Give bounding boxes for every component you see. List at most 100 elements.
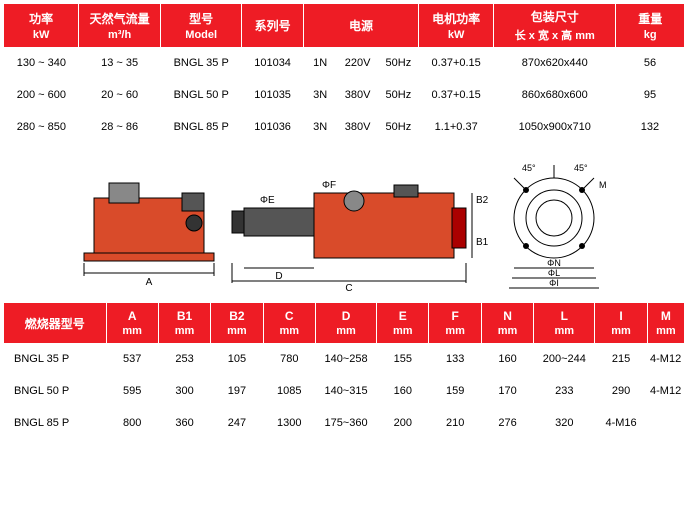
cell-series: 101036	[242, 111, 303, 143]
cell-model: BNGL 50 P	[4, 375, 106, 407]
cell-A: 595	[106, 375, 158, 407]
cell-gas: 20 ~ 60	[79, 79, 161, 111]
dim-B1-label: B1	[476, 237, 489, 248]
cell-F: 159	[429, 375, 481, 407]
cell-I: 215	[595, 343, 647, 375]
cell-model: BNGL 85 P	[160, 111, 242, 143]
cell-C: 1300	[263, 407, 315, 439]
cell-A: 800	[106, 407, 158, 439]
cell-p1: 3N	[303, 79, 337, 111]
hdr-power: 功率kW	[4, 4, 79, 47]
cell-M	[647, 407, 684, 439]
cell-B2: 247	[211, 407, 263, 439]
cell-gas: 13 ~ 35	[79, 47, 161, 79]
cell-p2: 220V	[337, 47, 378, 79]
cell-pack: 1050x900x710	[494, 111, 616, 143]
cell-D: 140~258	[315, 343, 376, 375]
hdr-C: Cmm	[263, 303, 315, 343]
spec-table-1: 功率kW 天然气流量m³/h 型号Model 系列号 电源 电机功率kW 包装尺…	[4, 4, 684, 143]
hdr-series: 系列号	[242, 4, 303, 47]
hdr-E: Emm	[377, 303, 429, 343]
cell-M: 4-M12	[647, 375, 684, 407]
dim-E-label: ΦE	[260, 195, 275, 206]
hdr-pack: 包装尺寸长 x 宽 x 高 mm	[494, 4, 616, 47]
hdr-power-supply: 电源	[303, 4, 419, 47]
cell-pack: 860x680x600	[494, 79, 616, 111]
cell-I: 290	[595, 375, 647, 407]
diagram-flange-view: 45° 45° M ΦN ΦL ΦI	[509, 163, 607, 288]
hdr-F: Fmm	[429, 303, 481, 343]
cell-wt: 95	[616, 79, 684, 111]
cell-B1: 253	[158, 343, 210, 375]
cell-series: 101034	[242, 47, 303, 79]
cell-F: 133	[429, 343, 481, 375]
dim-ang2-label: 45°	[574, 163, 588, 173]
dim-I-label: ΦI	[549, 278, 559, 288]
cell-p2: 380V	[337, 79, 378, 111]
cell-B1: 360	[158, 407, 210, 439]
cell-motor: 0.37+0.15	[419, 79, 494, 111]
dimension-diagram: A D C ΦE ΦF B2 B1 45°	[4, 143, 684, 303]
dim-C-label: C	[345, 283, 352, 293]
cell-D: 140~315	[315, 375, 376, 407]
hdr-B2: B2mm	[211, 303, 263, 343]
cell-L: 320	[534, 407, 595, 439]
cell-E: 155	[377, 343, 429, 375]
hdr-motor: 电机功率kW	[419, 4, 494, 47]
cell-B2: 197	[211, 375, 263, 407]
cell-gas: 28 ~ 86	[79, 111, 161, 143]
table-row: BNGL 35 P537253105780140~258155133160200…	[4, 343, 684, 375]
cell-B1: 300	[158, 375, 210, 407]
cell-model: BNGL 85 P	[4, 407, 106, 439]
cell-N: 276	[481, 407, 533, 439]
hdr-gas: 天然气流量m³/h	[79, 4, 161, 47]
table-row: BNGL 50 P5953001971085140~31516015917023…	[4, 375, 684, 407]
cell-D: 175~360	[315, 407, 376, 439]
cell-F: 210	[429, 407, 481, 439]
hdr-I: Imm	[595, 303, 647, 343]
cell-M: 4-M12	[647, 343, 684, 375]
dim-M-label: M	[599, 180, 607, 190]
diagram-side-view: A	[84, 183, 214, 288]
table-row: 200 ~ 60020 ~ 60BNGL 50 P1010353N380V50H…	[4, 79, 684, 111]
dim-F-label: ΦF	[322, 180, 336, 191]
hdr-model: 型号Model	[160, 4, 242, 47]
cell-power: 200 ~ 600	[4, 79, 79, 111]
table-row: 130 ~ 34013 ~ 35BNGL 35 P1010341N220V50H…	[4, 47, 684, 79]
dim-B2-label: B2	[476, 195, 489, 206]
hdr-D: Dmm	[315, 303, 376, 343]
diagram-front-view: D C ΦE ΦF B2 B1	[232, 180, 489, 293]
cell-L: 200~244	[534, 343, 595, 375]
cell-L: 233	[534, 375, 595, 407]
cell-motor: 1.1+0.37	[419, 111, 494, 143]
cell-power: 130 ~ 340	[4, 47, 79, 79]
hdr-B1: B1mm	[158, 303, 210, 343]
hdr-N: Nmm	[481, 303, 533, 343]
cell-p1: 3N	[303, 111, 337, 143]
cell-wt: 56	[616, 47, 684, 79]
dim-L-label: ΦL	[548, 268, 560, 278]
dim-A-label: A	[146, 277, 153, 288]
dim-N-label: ΦN	[547, 258, 561, 268]
hdr-L: Lmm	[534, 303, 595, 343]
cell-model: BNGL 35 P	[4, 343, 106, 375]
cell-p1: 1N	[303, 47, 337, 79]
header-row: 功率kW 天然气流量m³/h 型号Model 系列号 电源 电机功率kW 包装尺…	[4, 4, 684, 47]
cell-p2: 380V	[337, 111, 378, 143]
hdr-burner-model: 燃烧器型号	[4, 303, 106, 343]
cell-B2: 105	[211, 343, 263, 375]
cell-motor: 0.37+0.15	[419, 47, 494, 79]
cell-C: 780	[263, 343, 315, 375]
hdr-A: Amm	[106, 303, 158, 343]
cell-pack: 870x620x440	[494, 47, 616, 79]
dim-ang1-label: 45°	[522, 163, 536, 173]
cell-wt: 132	[616, 111, 684, 143]
hdr-M: Mmm	[647, 303, 684, 343]
cell-p3: 50Hz	[378, 111, 419, 143]
cell-E: 200	[377, 407, 429, 439]
cell-model: BNGL 50 P	[160, 79, 242, 111]
cell-model: BNGL 35 P	[160, 47, 242, 79]
dim-D-label: D	[275, 271, 282, 282]
table-row: 280 ~ 85028 ~ 86BNGL 85 P1010363N380V50H…	[4, 111, 684, 143]
cell-E: 160	[377, 375, 429, 407]
